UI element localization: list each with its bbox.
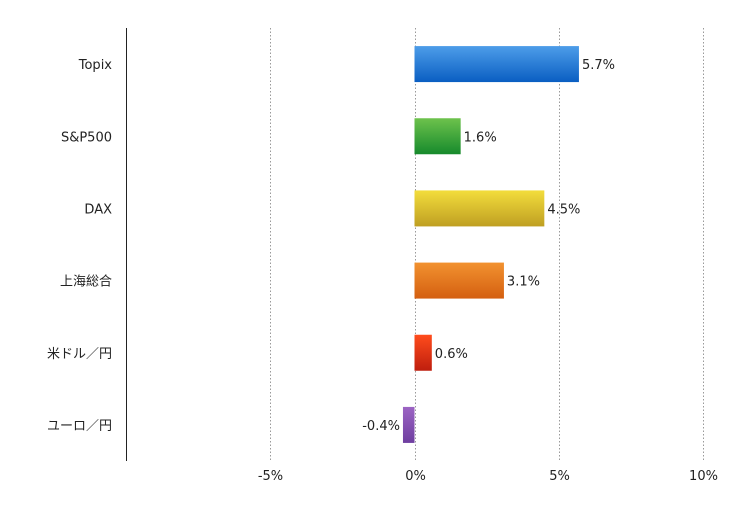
x-tick-label: 5% [549,469,570,484]
bar [414,118,461,155]
bar [414,190,545,227]
x-tick-label: 0% [405,469,426,484]
category-label: S&P500 [61,130,112,145]
tick-labels: -5% 0% 5% 10% [258,469,718,484]
bar [414,46,579,83]
data-label: 3.1% [507,275,540,290]
data-label: 1.6% [464,130,497,145]
bar [402,406,415,443]
bar [414,262,504,299]
x-tick-label: 10% [689,469,718,484]
bars: 5.7% 1.6% 4.5% 3.1% 0.6% -0.4% [362,46,615,443]
category-label: 上海総合 [60,275,112,290]
category-label: 米ドル／円 [47,347,112,362]
x-tick-label: -5% [258,469,283,484]
data-label: 4.5% [547,202,580,217]
category-label: ユーロ／円 [47,419,112,434]
category-label: DAX [84,202,112,217]
data-label: 5.7% [582,58,615,73]
category-label: Topix [78,58,113,73]
data-label: 0.6% [435,347,468,362]
gridlines [270,28,704,461]
bar [414,334,432,371]
data-label: -0.4% [362,419,400,434]
